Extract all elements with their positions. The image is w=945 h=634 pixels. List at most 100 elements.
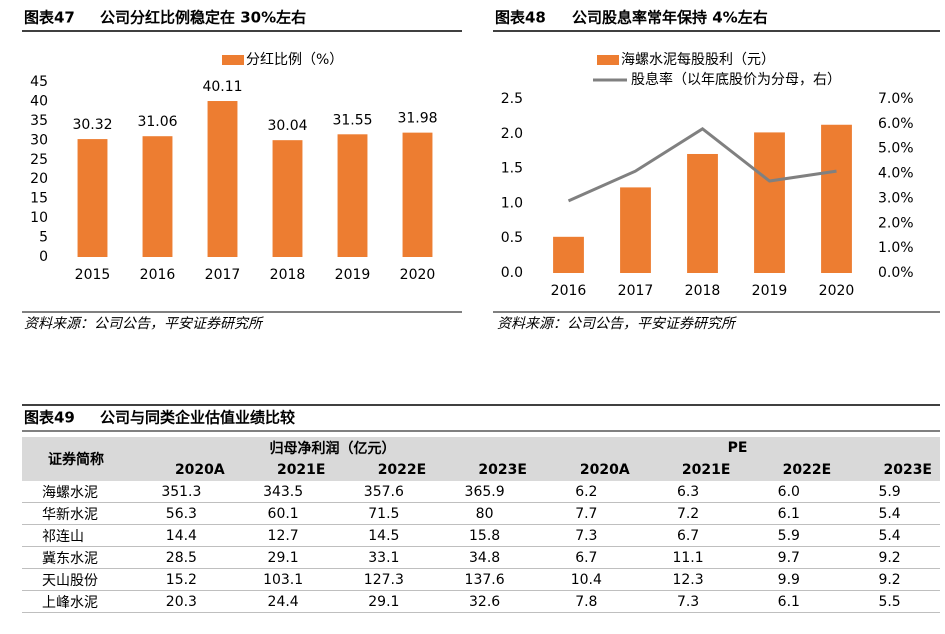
y-tick-label: 5 <box>39 230 48 246</box>
cell: 9.9 <box>738 568 840 591</box>
chart-title: 公司分红比例稳定在 30%左右 <box>100 9 306 27</box>
bar <box>821 124 852 273</box>
legend-label: 分红比例（%） <box>246 52 343 68</box>
value-label: 40.11 <box>202 79 242 95</box>
source: 资料来源：公司公告，平安证券研究所 <box>24 316 264 332</box>
y-tick-label: 15 <box>30 191 48 207</box>
cell: 6.3 <box>637 481 739 503</box>
y2-tick-label: 6.0% <box>878 116 914 132</box>
value-label: 31.06 <box>137 114 177 130</box>
cell: 56.3 <box>130 502 233 525</box>
cell: 127.3 <box>333 568 435 591</box>
cell: 12.7 <box>232 524 334 547</box>
bar <box>142 136 173 257</box>
chart-title: 公司股息率常年保持 4%左右 <box>572 9 768 27</box>
header-group: PE <box>534 437 940 459</box>
value-label: 30.04 <box>267 118 307 134</box>
cell: 351.3 <box>130 481 233 503</box>
cell: 7.2 <box>637 502 739 525</box>
cell: 5.4 <box>839 524 940 547</box>
y-tick-label: 0 <box>39 249 48 265</box>
x-tick-label: 2017 <box>205 267 241 283</box>
legend-swatch <box>597 55 619 65</box>
cell: 14.5 <box>333 524 435 547</box>
comparison-table: 证券简称 归母净利润（亿元） PE 2020A 2021E 2022E 2023E 20… <box>22 437 940 613</box>
name-cell: 华新水泥 <box>22 502 130 525</box>
y-tick-label: 1.5 <box>501 161 523 177</box>
legend-label: 海螺水泥每股股利（元） <box>621 52 775 68</box>
cell: 5.5 <box>839 590 940 613</box>
cell: 5.4 <box>839 502 940 525</box>
name-cell: 上峰水泥 <box>22 590 130 613</box>
name-cell: 祁连山 <box>22 524 130 547</box>
value-label: 31.55 <box>332 112 372 128</box>
figure-label: 图表48 <box>495 9 546 27</box>
bar <box>687 153 718 273</box>
name-cell: 冀东水泥 <box>22 546 130 569</box>
cell: 7.3 <box>534 524 638 547</box>
y-tick-label: 45 <box>30 74 48 90</box>
cell: 103.1 <box>232 568 334 591</box>
header-cell: 2022E <box>333 459 435 481</box>
cell: 9.2 <box>839 546 940 569</box>
cell: 6.1 <box>738 590 840 613</box>
cell: 15.2 <box>130 568 233 591</box>
cell: 34.8 <box>434 546 535 569</box>
y-tick-label: 25 <box>30 152 48 168</box>
y-tick-label: 2.0 <box>501 126 523 142</box>
x-tick-label: 2017 <box>618 283 654 299</box>
cell: 71.5 <box>333 502 435 525</box>
x-tick-label: 2020 <box>819 283 855 299</box>
figure-label: 图表47 <box>24 9 75 27</box>
bar <box>337 134 368 257</box>
header-cell: 证券简称 <box>22 437 130 481</box>
bar <box>77 139 108 257</box>
y-tick-label: 10 <box>30 210 48 226</box>
cell: 357.6 <box>333 481 435 503</box>
cell: 365.9 <box>434 481 535 503</box>
line <box>567 126 837 203</box>
cell: 6.7 <box>637 524 739 547</box>
x-tick-label: 2018 <box>270 267 306 283</box>
cell: 20.3 <box>130 590 233 613</box>
bar <box>620 187 651 273</box>
x-tick-label: 2018 <box>685 283 721 299</box>
header-cell: 2022E <box>738 459 840 481</box>
cell: 9.7 <box>738 546 840 569</box>
y-tick-label: 0.0 <box>501 265 523 281</box>
cell: 29.1 <box>232 546 334 569</box>
y2-tick-label: 2.0% <box>878 215 914 231</box>
legend-swatch <box>222 55 244 65</box>
y-tick-label: 30 <box>30 132 48 148</box>
x-tick-label: 2020 <box>400 267 436 283</box>
bar <box>272 140 303 257</box>
table-row: 冀东水泥 28.5 29.1 33.1 34.8 6.7 11.1 9.7 9.2 <box>22 546 940 569</box>
y-tick-label: 0.5 <box>501 230 523 246</box>
cell: 7.8 <box>534 590 638 613</box>
y-tick-label: 20 <box>30 171 48 187</box>
value-label: 30.32 <box>72 117 112 133</box>
y2-tick-label: 1.0% <box>878 240 914 256</box>
x-tick-label: 2016 <box>140 267 176 283</box>
bar <box>754 132 785 273</box>
y2-tick-label: 4.0% <box>878 166 914 182</box>
y2-tick-label: 0.0% <box>878 265 914 281</box>
cell: 137.6 <box>434 568 535 591</box>
header-cell: 2020A <box>534 459 638 481</box>
cell: 10.4 <box>534 568 638 591</box>
cell: 12.3 <box>637 568 739 591</box>
cell: 6.2 <box>534 481 638 503</box>
value-label: 31.98 <box>397 111 437 127</box>
x-tick-label: 2015 <box>75 267 111 283</box>
y-tick-label: 40 <box>30 93 48 109</box>
cell: 5.9 <box>839 481 940 503</box>
y-tick-label: 2.5 <box>501 91 523 107</box>
y-tick-label: 35 <box>30 113 48 129</box>
cell: 7.3 <box>637 590 739 613</box>
cell: 6.0 <box>738 481 840 503</box>
cell: 29.1 <box>333 590 435 613</box>
bar <box>553 236 584 273</box>
header-group: 归母净利润（亿元） <box>130 437 535 459</box>
